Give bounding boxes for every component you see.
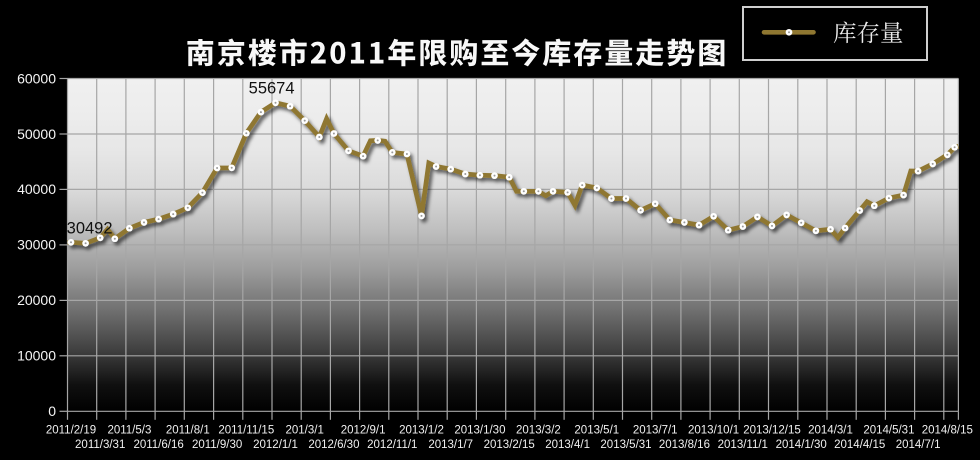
svg-text:20000: 20000	[17, 292, 56, 308]
svg-text:2012/1/1: 2012/1/1	[253, 439, 298, 451]
svg-text:2014/8/15: 2014/8/15	[922, 425, 973, 437]
svg-text:2014/4/15: 2014/4/15	[834, 439, 885, 451]
svg-text:2011/11/15: 2011/11/15	[218, 425, 274, 437]
svg-text:2011/8/1: 2011/8/1	[166, 425, 210, 437]
svg-text:201/3/1: 201/3/1	[286, 425, 324, 437]
svg-text:2014/5/31: 2014/5/31	[863, 425, 914, 437]
svg-text:2012/6/30: 2012/6/30	[308, 439, 359, 451]
svg-text:2013/5/1: 2013/5/1	[574, 425, 619, 437]
svg-text:2014/3/1: 2014/3/1	[808, 425, 853, 437]
svg-text:2011/9/30: 2011/9/30	[192, 439, 242, 451]
svg-text:30492: 30492	[67, 220, 113, 238]
svg-text:30000: 30000	[17, 237, 56, 253]
svg-text:2013/2/15: 2013/2/15	[484, 439, 535, 451]
svg-text:2013/1/2: 2013/1/2	[399, 425, 444, 437]
svg-text:2013/10/1: 2013/10/1	[688, 425, 739, 437]
svg-text:10000: 10000	[17, 348, 56, 364]
svg-text:2011/6/16: 2011/6/16	[133, 439, 183, 451]
svg-text:2011/5/3: 2011/5/3	[107, 425, 151, 437]
svg-text:2011/2/19: 2011/2/19	[46, 425, 96, 437]
svg-text:2014/7/1: 2014/7/1	[896, 439, 941, 451]
svg-text:2013/5/31: 2013/5/31	[600, 439, 651, 451]
svg-text:2013/8/16: 2013/8/16	[659, 439, 710, 451]
svg-text:0: 0	[48, 403, 56, 419]
svg-text:2013/4/1: 2013/4/1	[545, 439, 590, 451]
svg-text:2011/3/31: 2011/3/31	[75, 439, 125, 451]
svg-text:50000: 50000	[17, 126, 56, 142]
svg-text:2013/7/1: 2013/7/1	[633, 425, 678, 437]
svg-text:2013/1/7: 2013/1/7	[428, 439, 473, 451]
svg-text:2012/9/1: 2012/9/1	[341, 425, 386, 437]
svg-text:40000: 40000	[17, 181, 56, 197]
svg-text:2013/1/30: 2013/1/30	[454, 425, 505, 437]
svg-text:2014/1/30: 2014/1/30	[776, 439, 827, 451]
svg-text:2013/12/15: 2013/12/15	[743, 425, 801, 437]
svg-text:55674: 55674	[249, 79, 295, 97]
svg-text:2012/11/1: 2012/11/1	[367, 439, 417, 451]
svg-text:2013/3/2: 2013/3/2	[516, 425, 561, 437]
svg-text:2013/11/1: 2013/11/1	[718, 439, 768, 451]
svg-text:60000: 60000	[17, 70, 56, 86]
